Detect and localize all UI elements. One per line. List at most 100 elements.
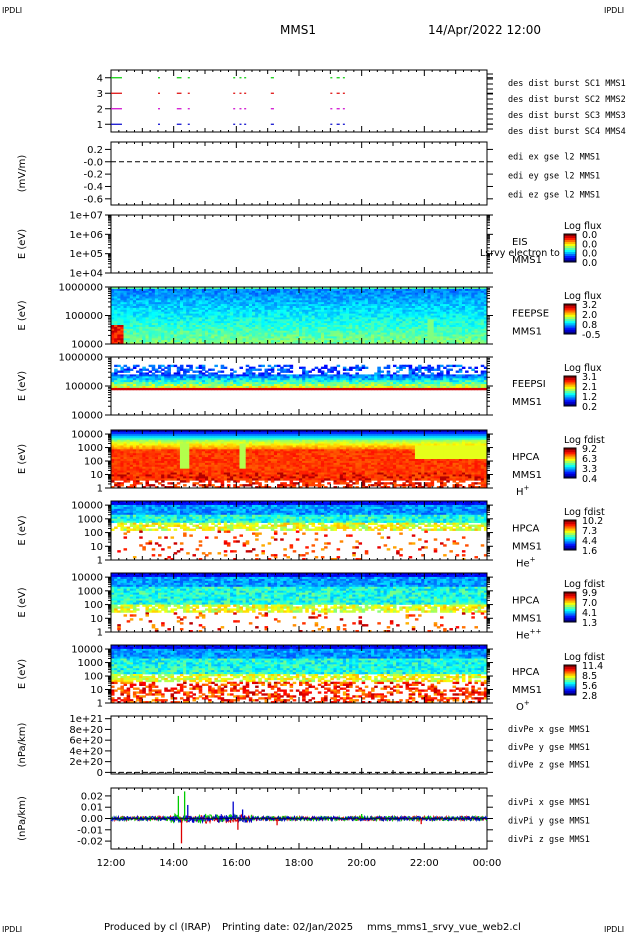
spectrogram-cell: [414, 325, 419, 328]
instrument-label: FEEPSE: [512, 309, 549, 320]
y-tick-label: -0.6: [83, 194, 103, 205]
spectrogram-cell: [226, 378, 231, 381]
spectrogram-cell: [114, 386, 118, 389]
spectrogram-cell: [183, 323, 187, 326]
spectrogram-cell: [195, 387, 200, 391]
spectrogram-cell: [252, 302, 256, 305]
spectrogram-cell: [226, 300, 231, 303]
spectrogram-cell: [411, 319, 416, 322]
spectrogram-cell: [189, 342, 193, 345]
spectrogram-cell: [139, 336, 143, 339]
spectrogram-cell: [355, 302, 359, 305]
spectrogram-cell: [120, 387, 124, 391]
spectrogram-cell: [280, 328, 284, 332]
spectrogram-cell: [186, 321, 190, 324]
spectrogram-cell: [220, 300, 225, 303]
spectrogram-cell: [292, 287, 297, 290]
spectrogram-cell: [330, 325, 334, 328]
spectrogram-cell: [317, 311, 322, 314]
spectrogram-cell: [126, 311, 131, 314]
spectrogram-cell: [183, 304, 187, 307]
spectrogram-cell: [167, 384, 171, 387]
spectrogram-cell: [277, 304, 281, 307]
spectrogram-cell: [443, 313, 447, 316]
spectrogram-cell: [236, 298, 240, 301]
spectrogram-cell: [317, 315, 322, 318]
spectrogram-cell: [411, 336, 416, 339]
spectrogram-cell: [167, 323, 171, 326]
spectrogram-cell: [352, 321, 356, 324]
spectrogram-cell: [242, 374, 247, 377]
spectrogram-cell: [273, 298, 278, 301]
spectrogram-cell: [267, 338, 272, 341]
spectrogram-cell: [380, 321, 384, 324]
spectrogram-cell: [399, 290, 403, 294]
spectrogram-cell: [261, 292, 265, 295]
spectrogram-cell: [465, 336, 469, 339]
spectrogram-cell: [299, 298, 303, 301]
spectrogram-cell: [299, 317, 303, 320]
spectrogram-cell: [176, 334, 181, 337]
spectrogram-cell: [205, 313, 209, 316]
spectrogram-cell: [211, 338, 215, 341]
spectrogram-cell: [198, 384, 203, 387]
spectrogram-cell: [273, 292, 278, 295]
spectrogram-cell: [367, 307, 372, 311]
spectrogram-cell: [242, 330, 247, 333]
spectrogram-cell: [389, 296, 394, 299]
spectrogram-cell: [264, 338, 269, 341]
spectrogram-cell: [211, 317, 215, 320]
spectrogram-cell: [346, 325, 350, 328]
spectrogram-cell: [201, 342, 206, 345]
spectrogram-cell: [261, 342, 265, 345]
spectrogram-cell: [342, 300, 347, 303]
spectrogram-cell: [452, 300, 457, 303]
spectrogram-cell: [449, 323, 453, 326]
spectrogram-cell: [286, 300, 290, 303]
spectrogram-cell: [461, 338, 466, 341]
spectrogram-cell: [239, 302, 243, 305]
spectrogram-cell: [389, 309, 394, 313]
spectrogram-cell: [161, 317, 165, 320]
spectrogram-cell: [214, 386, 218, 389]
spectrogram-cell: [449, 317, 453, 320]
spectrogram-cell: [414, 315, 419, 318]
spectrogram-cell: [192, 330, 196, 333]
spectrogram-cell: [339, 342, 344, 345]
spectrogram-cell: [132, 307, 137, 311]
spectrogram-cell: [380, 288, 384, 292]
spectrogram-cell: [255, 325, 259, 328]
spectrogram-cell: [114, 370, 118, 373]
spectrogram-cell: [330, 321, 334, 324]
spectrogram-cell: [480, 321, 485, 324]
spectrogram-cell: [324, 328, 328, 332]
spectrogram-cell: [151, 326, 156, 330]
spectrogram-cell: [452, 311, 457, 314]
spectrogram-cell: [289, 332, 294, 335]
spectrogram-cell: [346, 319, 350, 322]
spectrogram-cell: [173, 296, 178, 299]
spectrogram-cell: [211, 323, 215, 326]
spectrogram-cell: [239, 376, 243, 379]
spectrogram-cell: [170, 378, 175, 381]
spectrogram-cell: [371, 321, 375, 324]
spectrogram-cell: [465, 332, 469, 335]
spectrogram-cell: [186, 302, 190, 305]
spectrogram-cell: [164, 319, 168, 322]
spectrogram-cell: [411, 326, 416, 330]
spectrogram-cell: [120, 313, 124, 316]
spectrogram-cell: [123, 325, 128, 328]
spectrogram-cell: [311, 298, 316, 301]
colorbar-swatch: [564, 246, 576, 249]
spectrogram-cell: [151, 321, 156, 324]
spectrogram-cell: [220, 336, 225, 339]
spectrogram-cell: [386, 336, 391, 339]
spectrogram-cell: [361, 306, 366, 309]
spectrogram-cell: [336, 302, 341, 305]
spectrogram-cell: [142, 304, 146, 307]
spectrogram-cell: [374, 317, 378, 320]
spectrogram-cell: [220, 296, 225, 299]
spectrogram-cell: [421, 309, 425, 313]
spectrogram-cell: [477, 334, 482, 337]
spectrogram-cell: [217, 294, 222, 297]
